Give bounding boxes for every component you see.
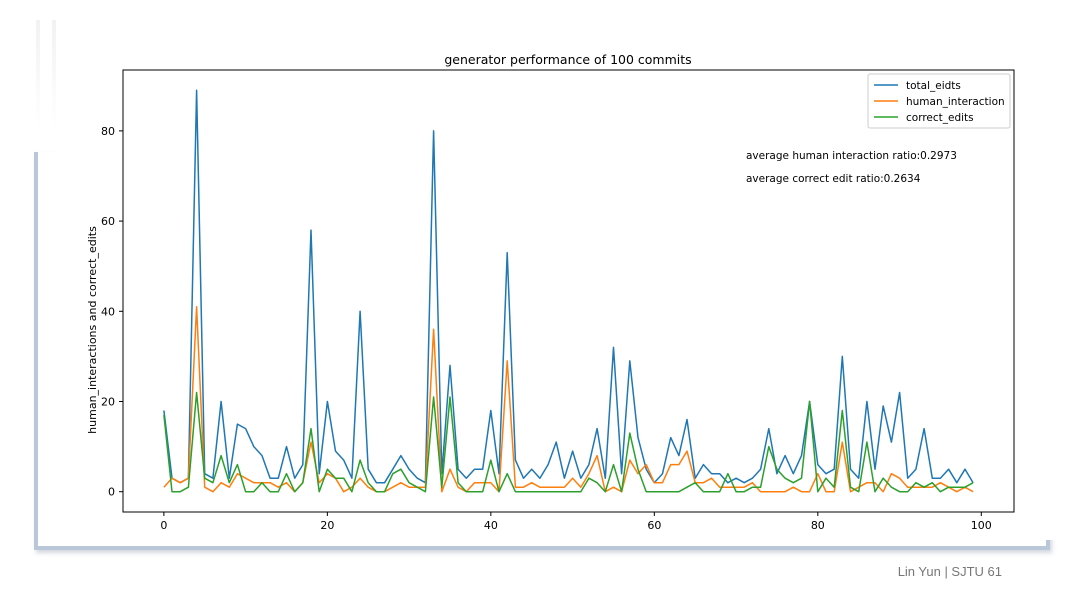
annotation-correct-ratio: average correct edit ratio:0.2634 — [746, 173, 921, 185]
plot-area: 0 20 40 60 80 100 0 20 40 60 80 — [101, 69, 1015, 532]
y-tick-label: 40 — [101, 305, 115, 318]
y-tick-label: 60 — [101, 215, 115, 228]
slide-footer: Lin Yun | SJTU 61 — [897, 564, 1002, 579]
chart-container: generator performance of 100 commits hum… — [60, 40, 1060, 540]
x-tick-label: 20 — [320, 519, 334, 532]
y-tick-label: 20 — [101, 396, 115, 409]
series-line-total-eidts — [163, 89, 974, 484]
legend-label-total-eidts: total_eidts — [906, 80, 961, 92]
decorative-bar-right — [52, 20, 56, 130]
line-chart: generator performance of 100 commits hum… — [86, 52, 1015, 532]
y-tick-label: 0 — [108, 486, 115, 499]
x-tick-label: 0 — [160, 519, 167, 532]
plot-frame — [122, 69, 1015, 513]
x-tick-label: 80 — [811, 519, 825, 532]
decorative-bar-left — [36, 20, 40, 130]
legend-label-correct-edits: correct_edits — [906, 112, 974, 124]
annotation-human-ratio: average human interaction ratio:0.2973 — [746, 150, 957, 162]
x-tick-label: 40 — [484, 519, 498, 532]
legend-label-human-interaction: human_interaction — [906, 96, 1005, 108]
legend-box — [867, 73, 1011, 129]
series-line-correct-edits — [163, 391, 974, 493]
y-tick-label: 80 — [101, 125, 115, 138]
chart-title: generator performance of 100 commits — [444, 52, 691, 67]
x-tick-label: 100 — [971, 519, 992, 532]
x-tick-label: 60 — [647, 519, 661, 532]
y-axis-label: human_interactions and correct_edits — [86, 226, 99, 434]
legend: total_eidts human_interaction correct_edit… — [867, 73, 1011, 129]
